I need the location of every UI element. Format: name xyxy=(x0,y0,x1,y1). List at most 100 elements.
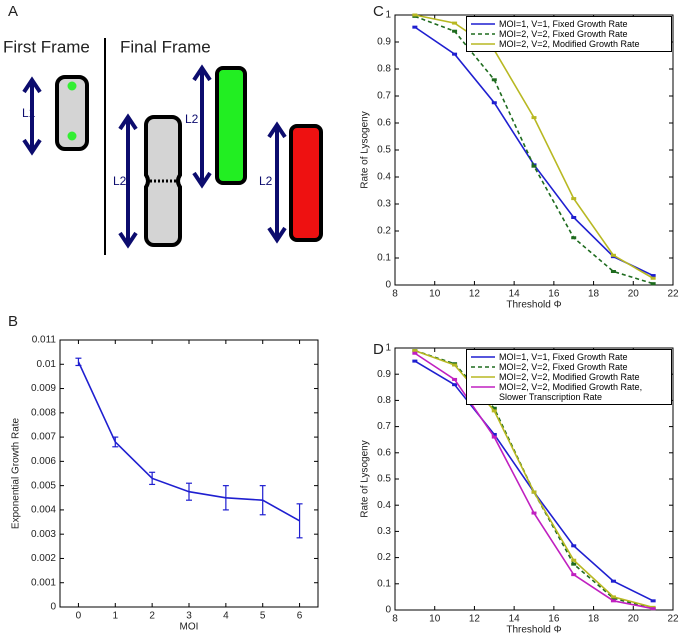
cell xyxy=(55,75,89,151)
l2-label: L2 xyxy=(259,174,273,188)
y-tick-label: 0.7 xyxy=(377,421,391,432)
marker xyxy=(610,595,616,599)
y-tick-label: 0.007 xyxy=(31,432,56,443)
x-axis-label: Threshold Φ xyxy=(506,300,561,311)
y-tick-label: 0.005 xyxy=(31,480,56,491)
y-tick-label: 0.2 xyxy=(377,552,391,563)
marker xyxy=(491,409,497,413)
marker xyxy=(452,29,458,33)
panel-label: B xyxy=(8,313,18,330)
series-line xyxy=(414,26,654,277)
y-tick-label: 0.008 xyxy=(31,407,56,418)
y-tick-label: 0.01 xyxy=(37,359,57,370)
x-tick-label: 16 xyxy=(548,289,560,300)
y-tick-label: 0 xyxy=(50,602,56,613)
y-tick-label: 0.4 xyxy=(377,172,391,183)
legend-entry: MOI=2, V=2, Modified Growth Rate xyxy=(471,39,667,49)
l2-label: L2 xyxy=(113,174,127,188)
legend-label: MOI=2, V=2, Modified Growth Rate xyxy=(499,372,640,382)
y-tick-label: 0.6 xyxy=(377,447,391,458)
y-tick-label: 0.5 xyxy=(377,474,391,485)
legend-entry: MOI=2, V=2, Fixed Growth Rate xyxy=(471,29,667,39)
legend: MOI=1, V=1, Fixed Growth Rate MOI=2, V=2,… xyxy=(466,16,672,52)
legend-label: MOI=2, V=2, Fixed Growth Rate xyxy=(499,362,628,372)
marker xyxy=(610,599,616,603)
panel-label: D xyxy=(373,341,384,358)
series-line xyxy=(414,15,654,285)
final-frame-label: Final Frame xyxy=(120,37,211,56)
marker xyxy=(452,21,458,25)
y-tick-label: 0.006 xyxy=(31,456,56,467)
y-tick-label: 0.9 xyxy=(377,37,391,48)
legend-label: MOI=1, V=1, Fixed Growth Rate xyxy=(499,19,628,29)
y-tick-label: 0.2 xyxy=(377,226,391,237)
y-tick-label: 0.3 xyxy=(377,526,391,537)
legend-entry: MOI=1, V=1, Fixed Growth Rate xyxy=(471,352,667,362)
panel-a: A First Frame Final Frame L1 L2 L2 L2 xyxy=(3,3,323,255)
series-line xyxy=(414,14,654,279)
marker xyxy=(650,274,656,278)
marker xyxy=(610,270,616,273)
plot-frame xyxy=(59,339,319,608)
y-tick-label: 0.003 xyxy=(31,529,56,540)
error-bar xyxy=(222,485,229,511)
legend-swatch xyxy=(471,33,495,35)
y-tick-label: 0.8 xyxy=(377,64,391,75)
legend-swatch xyxy=(471,366,495,368)
legend-swatch xyxy=(471,23,495,25)
y-tick-label: 0.3 xyxy=(377,199,391,210)
y-tick-label: 0.004 xyxy=(31,505,56,516)
y-tick-label: 0.8 xyxy=(377,395,391,406)
marker xyxy=(412,359,418,363)
marker xyxy=(531,490,537,494)
x-tick-label: 6 xyxy=(297,611,303,622)
marker xyxy=(412,13,418,17)
l1-label: L1 xyxy=(22,106,36,120)
l2-label: L2 xyxy=(185,112,199,126)
y-tick-label: 0.001 xyxy=(31,577,56,588)
y-tick-label: 0.011 xyxy=(32,335,57,346)
x-tick-label: 8 xyxy=(392,289,398,300)
marker xyxy=(491,435,497,439)
marker xyxy=(491,432,497,436)
green-cell xyxy=(215,66,247,185)
error-bar xyxy=(259,485,266,516)
x-tick-label: 1 xyxy=(113,611,119,622)
marker xyxy=(571,544,577,548)
first-frame-label: First Frame xyxy=(3,37,90,56)
marker xyxy=(531,164,537,168)
marker xyxy=(452,363,458,367)
marker xyxy=(571,236,577,240)
y-tick-label: 0.002 xyxy=(31,553,56,564)
y-tick-label: 0 xyxy=(385,280,391,291)
legend: MOI=1, V=1, Fixed Growth Rate MOI=2, V=2,… xyxy=(466,349,672,405)
x-tick-label: 18 xyxy=(588,289,600,300)
y-tick-label: 0.6 xyxy=(377,118,391,129)
x-tick-label: 12 xyxy=(469,614,481,625)
error-bar xyxy=(112,436,119,448)
x-tick-label: 5 xyxy=(260,611,266,622)
marker xyxy=(610,579,616,583)
marker xyxy=(571,573,577,577)
dot xyxy=(67,131,77,141)
marker xyxy=(531,116,537,120)
legend-entry: MOI=2, V=2, Modified Growth Rate xyxy=(471,372,667,382)
marker xyxy=(531,511,537,515)
legend-label: MOI=2, V=2, Modified Growth Rate xyxy=(499,39,640,49)
legend-entry: MOI=2, V=2, Modified Growth Rate, Slower… xyxy=(471,382,667,402)
legend-label: MOI=2, V=2, Fixed Growth Rate xyxy=(499,29,628,39)
y-tick-label: 0 xyxy=(385,605,391,616)
x-axis-label: MOI xyxy=(180,622,199,633)
x-tick-label: 12 xyxy=(469,289,481,300)
y-tick-label: 1 xyxy=(385,343,391,354)
y-tick-label: 1 xyxy=(385,10,391,21)
x-tick-label: 22 xyxy=(667,614,679,625)
x-tick-label: 10 xyxy=(429,614,441,625)
marker xyxy=(491,406,497,410)
red-cell xyxy=(289,124,323,242)
error-bar xyxy=(149,471,156,486)
marker xyxy=(610,253,616,257)
marker xyxy=(491,78,497,82)
arrows xyxy=(22,64,287,249)
